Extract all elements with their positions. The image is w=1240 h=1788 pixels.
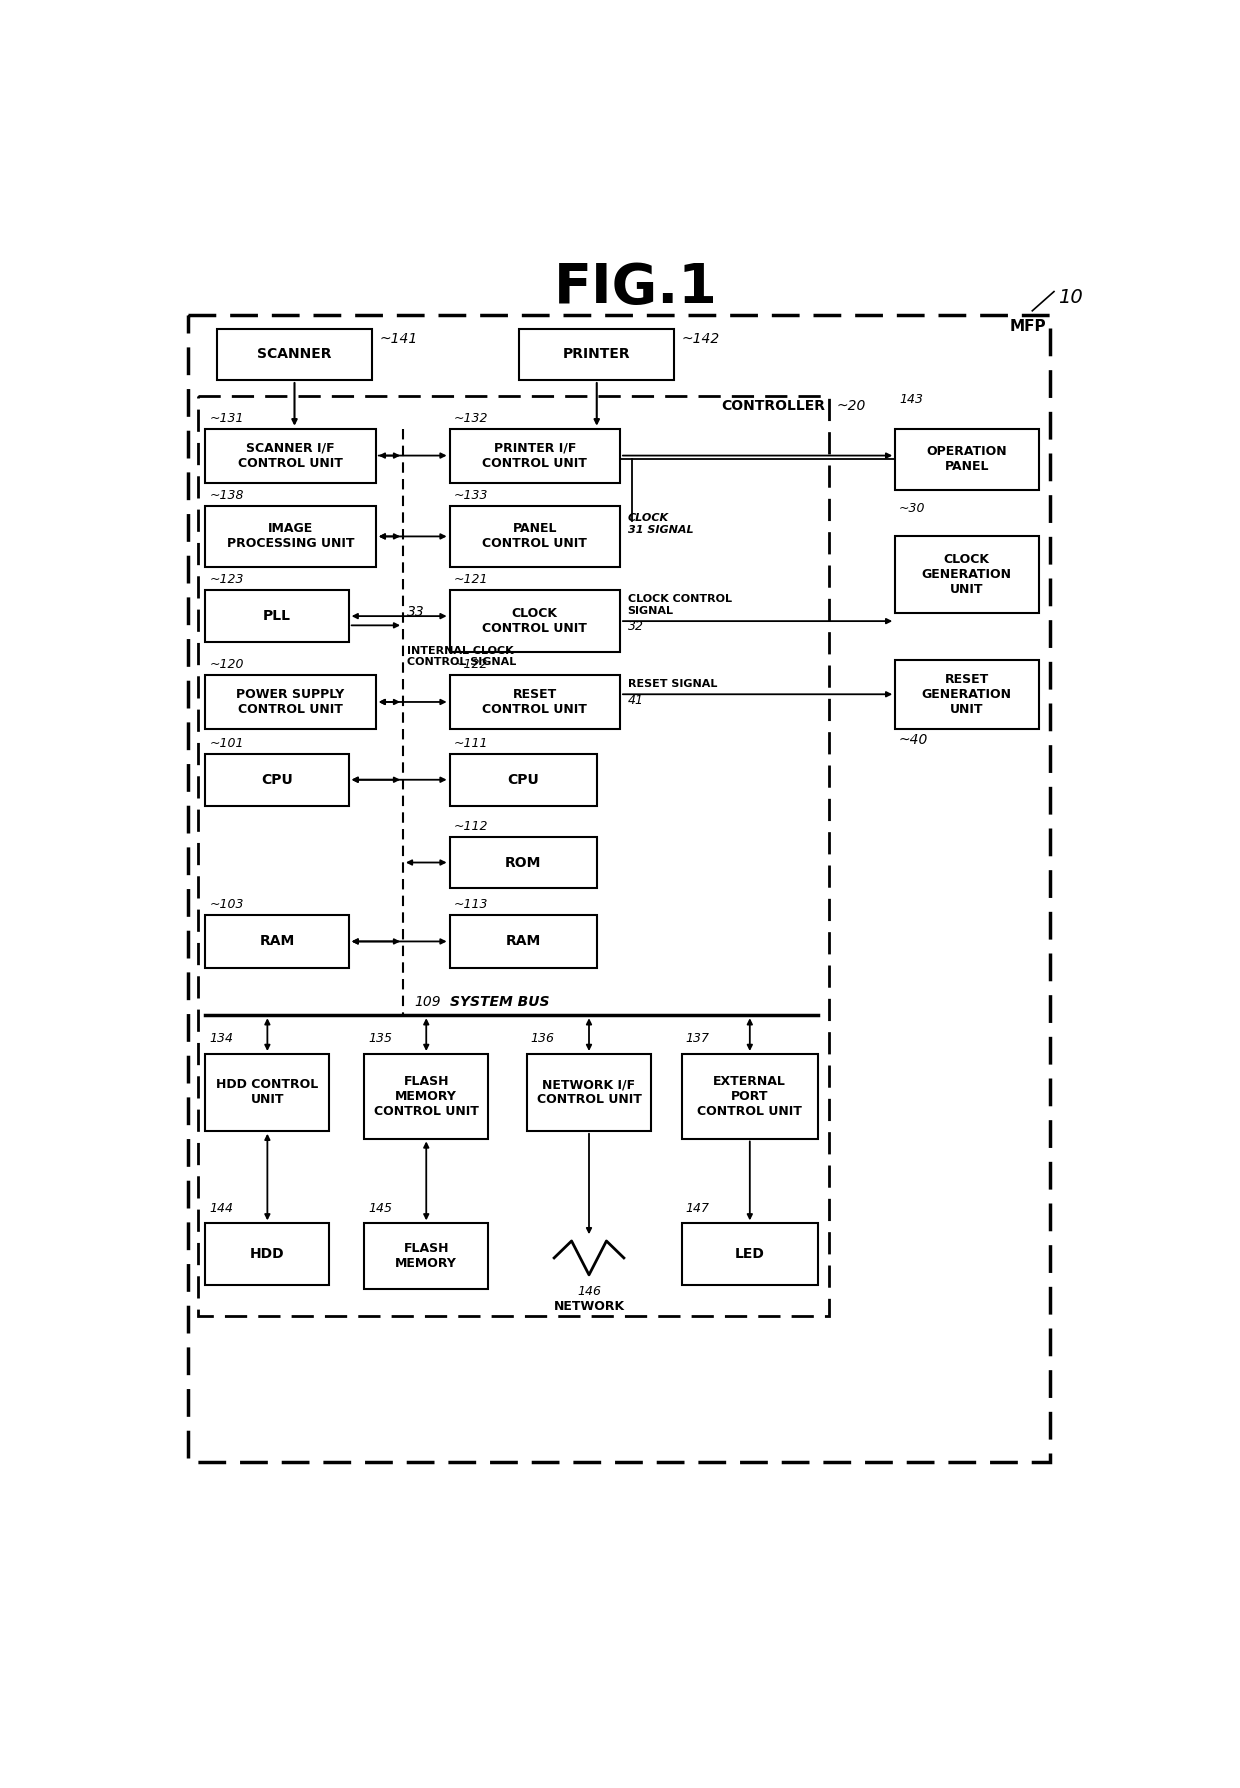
Bar [206,429,376,483]
Text: ~141: ~141 [379,333,418,347]
Text: CLOCK CONTROL
SIGNAL: CLOCK CONTROL SIGNAL [627,594,732,615]
Text: 32: 32 [627,620,644,633]
Bar [206,676,376,730]
Text: INTERNAL CLOCK
CONTROL SIGNAL: INTERNAL CLOCK CONTROL SIGNAL [407,645,516,667]
Text: 147: 147 [686,1202,709,1214]
Text: 144: 144 [210,1202,233,1214]
Text: ~142: ~142 [682,333,720,347]
Bar [206,915,348,967]
Text: 146: 146 [577,1286,601,1298]
Text: RESET
CONTROL UNIT: RESET CONTROL UNIT [482,688,588,715]
Text: 109: 109 [414,996,441,1008]
Text: ROM: ROM [505,855,542,869]
Bar [206,506,376,567]
Bar [520,329,675,381]
Text: 33: 33 [407,604,424,619]
Text: ~121: ~121 [454,574,487,586]
Bar [206,590,348,642]
Bar [206,753,348,806]
Bar [206,1053,330,1130]
Text: PRINTER: PRINTER [563,347,631,361]
Text: SCANNER: SCANNER [257,347,332,361]
Bar [449,590,620,653]
Text: CLOCK
CONTROL UNIT: CLOCK CONTROL UNIT [482,608,588,635]
Text: 41: 41 [627,694,644,708]
Text: ~123: ~123 [210,574,244,586]
Bar [682,1053,817,1139]
Text: ~132: ~132 [454,411,487,426]
Text: ~20: ~20 [837,399,867,413]
Text: 136: 136 [531,1032,554,1046]
Bar [449,506,620,567]
Text: PRINTER I/F
CONTROL UNIT: PRINTER I/F CONTROL UNIT [482,442,588,470]
Text: 135: 135 [368,1032,392,1046]
Text: SCANNER I/F
CONTROL UNIT: SCANNER I/F CONTROL UNIT [238,442,343,470]
Text: ~40: ~40 [899,733,929,747]
Bar [895,429,1039,490]
Text: FLASH
MEMORY: FLASH MEMORY [396,1243,458,1269]
Bar [895,536,1039,613]
Text: FIG.1: FIG.1 [553,261,718,315]
Text: ~131: ~131 [210,411,244,426]
Text: POWER SUPPLY
CONTROL UNIT: POWER SUPPLY CONTROL UNIT [237,688,345,715]
Bar [206,1223,330,1286]
Text: ~138: ~138 [210,488,244,502]
Bar [449,429,620,483]
Text: SYSTEM BUS: SYSTEM BUS [449,996,549,1008]
Text: IMAGE
PROCESSING UNIT: IMAGE PROCESSING UNIT [227,522,355,551]
Text: ~101: ~101 [210,737,244,749]
Text: EXTERNAL
PORT
CONTROL UNIT: EXTERNAL PORT CONTROL UNIT [697,1075,802,1118]
Bar [197,395,830,1316]
Text: CONTROLLER: CONTROLLER [722,399,826,413]
Text: RESET SIGNAL: RESET SIGNAL [627,679,717,688]
Bar [449,753,596,806]
Bar [187,315,1050,1463]
Bar [449,676,620,730]
Text: HDD: HDD [250,1246,285,1261]
Text: ~133: ~133 [454,488,487,502]
Text: 143: 143 [899,393,923,406]
Text: ~111: ~111 [454,737,487,749]
Text: RAM: RAM [506,935,541,948]
Text: CLOCK
GENERATION
UNIT: CLOCK GENERATION UNIT [921,554,1012,597]
Text: 134: 134 [210,1032,233,1046]
Text: 137: 137 [686,1032,709,1046]
Text: 145: 145 [368,1202,392,1214]
Text: PANEL
CONTROL UNIT: PANEL CONTROL UNIT [482,522,588,551]
Text: ~120: ~120 [210,658,244,670]
Text: ~30: ~30 [899,502,925,515]
Text: ~112: ~112 [454,821,487,833]
Text: CPU: CPU [262,772,293,787]
Bar [895,660,1039,730]
Text: CLOCK
31 SIGNAL: CLOCK 31 SIGNAL [627,513,693,535]
Bar [365,1053,489,1139]
Text: RAM: RAM [259,935,295,948]
Bar [217,329,372,381]
Text: ~122: ~122 [454,658,487,670]
Text: RESET
GENERATION
UNIT: RESET GENERATION UNIT [921,672,1012,715]
Text: CPU: CPU [507,772,539,787]
Bar [682,1223,817,1286]
Text: NETWORK: NETWORK [553,1300,625,1312]
Text: LED: LED [735,1246,765,1261]
Text: HDD CONTROL
UNIT: HDD CONTROL UNIT [216,1078,319,1107]
Text: ~113: ~113 [454,898,487,912]
Bar [365,1223,489,1289]
Text: MFP: MFP [1009,318,1047,334]
Bar [527,1053,651,1130]
Text: PLL: PLL [263,610,291,622]
Bar [449,837,596,889]
Text: FLASH
MEMORY
CONTROL UNIT: FLASH MEMORY CONTROL UNIT [373,1075,479,1118]
Text: NETWORK I/F
CONTROL UNIT: NETWORK I/F CONTROL UNIT [537,1078,641,1107]
Text: 10: 10 [1058,288,1083,308]
Text: ~103: ~103 [210,898,244,912]
Text: OPERATION
PANEL: OPERATION PANEL [926,445,1007,474]
Bar [449,915,596,967]
